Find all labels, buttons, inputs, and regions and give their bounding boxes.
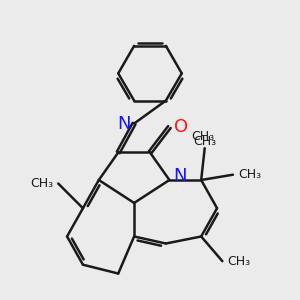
Text: O: O — [174, 118, 188, 136]
Text: N: N — [173, 167, 186, 185]
Text: N: N — [117, 115, 130, 133]
Text: CH₃: CH₃ — [191, 130, 214, 143]
Text: CH₃: CH₃ — [238, 167, 261, 181]
Text: CH₃: CH₃ — [30, 177, 53, 190]
Text: CH₃: CH₃ — [193, 135, 216, 148]
Text: CH₃: CH₃ — [227, 255, 250, 268]
